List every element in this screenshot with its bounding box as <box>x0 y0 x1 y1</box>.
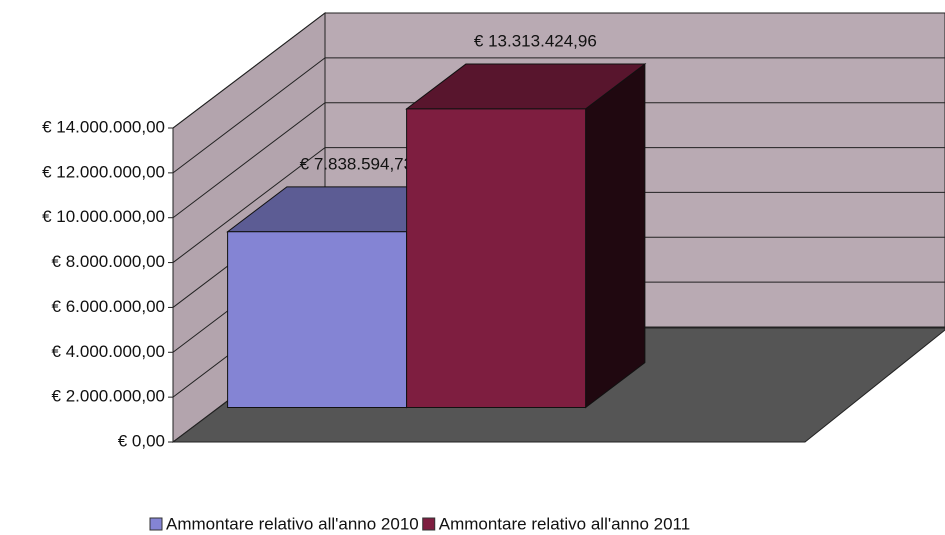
y-tick-label: € 14.000.000,00 <box>42 117 165 136</box>
bar-side <box>585 63 646 409</box>
grid-line <box>172 102 945 219</box>
bar-front <box>406 108 587 408</box>
legend-label: Ammontare relativo all'anno 2010 <box>166 514 419 533</box>
y-tick-label: € 2.000.000,00 <box>52 387 165 406</box>
value-label: € 13.313.424,96 <box>474 32 597 51</box>
bar <box>405 63 647 409</box>
y-tick-label: € 12.000.000,00 <box>42 162 165 181</box>
y-tick-label: € 10.000.000,00 <box>42 207 165 226</box>
value-label: € 7.838.594,73 <box>300 154 413 173</box>
grid-line <box>172 12 945 129</box>
y-tick-label: € 6.000.000,00 <box>52 297 165 316</box>
grid-line <box>172 57 945 174</box>
legend-swatch <box>149 517 163 531</box>
y-tick-label: € 4.000.000,00 <box>52 342 165 361</box>
grid-line <box>172 147 945 263</box>
y-tick-label: € 8.000.000,00 <box>52 252 165 271</box>
legend-swatch <box>422 517 436 531</box>
bar-front <box>227 231 408 408</box>
legend-label: Ammontare relativo all'anno 2011 <box>439 514 690 533</box>
y-tick-label: € 0,00 <box>118 431 165 450</box>
